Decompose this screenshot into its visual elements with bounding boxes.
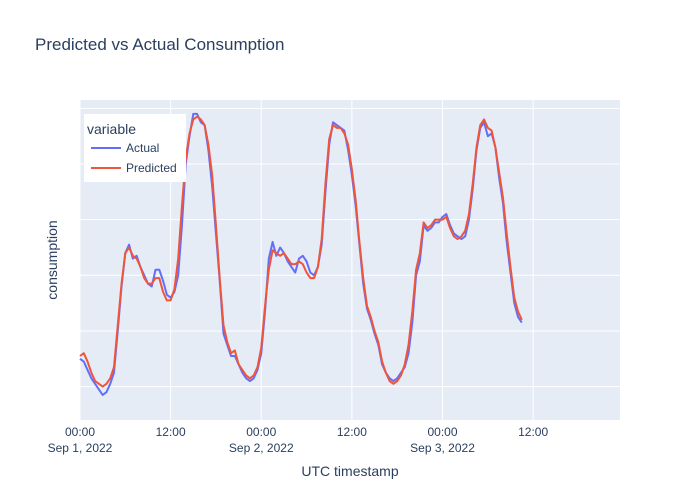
x-axis-ticks: 00:00 Sep 1, 2022 12:00 00:00 Sep 2, 2022 12:… [48, 425, 549, 455]
legend-title: variable [87, 121, 136, 137]
series-line-predicted [79, 115, 523, 388]
legend-label-actual[interactable]: Actual [126, 141, 159, 155]
series-lines [79, 112, 523, 396]
x-tick-date-label: Sep 1, 2022 [48, 441, 113, 455]
legend[interactable]: variable Actual Predicted [84, 114, 186, 182]
x-tick-label: 12:00 [337, 425, 367, 439]
x-tick-date-label: Sep 2, 2022 [229, 441, 294, 455]
legend-label-predicted[interactable]: Predicted [126, 161, 177, 175]
x-tick-label: 12:00 [518, 425, 548, 439]
x-tick-label: 00:00 [246, 425, 276, 439]
x-tick-date-label: Sep 3, 2022 [410, 441, 475, 455]
x-tick-label: 00:00 [428, 425, 458, 439]
x-tick-label: 12:00 [156, 425, 186, 439]
y-axis-label: consumption [44, 220, 60, 299]
x-axis-label: UTC timestamp [301, 463, 398, 479]
chart-title: Predicted vs Actual Consumption [35, 35, 284, 54]
x-tick-label: 00:00 [65, 425, 95, 439]
